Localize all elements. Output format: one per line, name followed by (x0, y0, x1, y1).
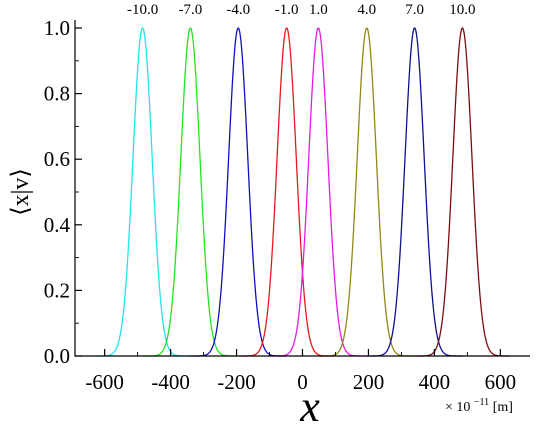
y-tick-label: 0.8 (44, 82, 70, 106)
peak-label-1: -10.0 (127, 2, 158, 18)
series-line-5 (270, 27, 367, 357)
series-line-7 (366, 27, 463, 357)
series-line-4 (238, 27, 335, 357)
series-line-8 (414, 27, 511, 357)
x-tick-label: 200 (353, 370, 385, 394)
peak-label-5: 1.0 (309, 2, 328, 18)
peak-label-7: 7.0 (405, 2, 424, 18)
y-tick-label: 0.0 (44, 344, 70, 368)
x-unit-suffix: [m] (493, 400, 513, 415)
peak-label-4: -1.0 (275, 2, 299, 18)
series-line-6 (318, 27, 415, 357)
x-tick-label: -400 (151, 370, 190, 394)
peak-labels-group: -10.0 -7.0 -4.0 -1.0 1.0 4.0 7.0 10.0 (127, 2, 476, 18)
x-tick-label: 400 (419, 370, 451, 394)
x-unit-exponent: −11 (474, 397, 489, 408)
y-tick-label: 0.2 (44, 278, 70, 302)
peak-label-8: 10.0 (449, 2, 475, 18)
x-unit-label: × 10 −11 [m] (445, 394, 513, 415)
axes-group (74, 20, 530, 357)
series-line-1 (94, 27, 191, 357)
x-tick-label: -200 (217, 370, 256, 394)
x-axis-label: x (299, 382, 320, 431)
x-tick-label: 0 (297, 370, 308, 394)
series-line-2 (142, 27, 239, 357)
series-line-3 (190, 27, 287, 357)
curves-group (94, 27, 511, 357)
x-unit-multiplier: × 10 (445, 400, 470, 415)
peak-label-2: -7.0 (179, 2, 203, 18)
x-tick-label: 600 (485, 370, 517, 394)
peak-label-3: -4.0 (226, 2, 250, 18)
y-tick-label: 0.4 (44, 213, 71, 237)
y-ticks-group: 0.0 0.2 0.4 0.6 0.8 1.0 (44, 16, 82, 368)
peak-label-6: 4.0 (357, 2, 376, 18)
axis-frame (74, 20, 530, 357)
y-tick-label: 1.0 (44, 16, 70, 40)
y-tick-label: 0.6 (44, 147, 70, 171)
x-tick-label: -600 (85, 370, 124, 394)
x-ticks-group: -600 -400 -200 0 200 400 600 (85, 349, 516, 394)
y-axis-label: ⟨x|v⟩ (8, 168, 34, 216)
